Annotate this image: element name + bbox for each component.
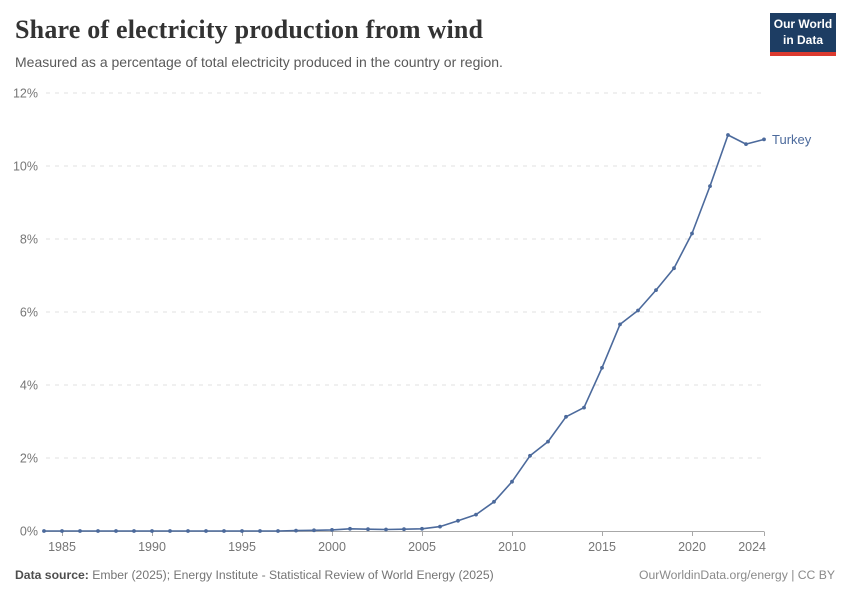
data-point[interactable]: [708, 184, 712, 189]
data-point[interactable]: [60, 529, 64, 533]
x-tick-label: 2024: [738, 540, 766, 554]
y-tick-label: 2%: [20, 452, 38, 466]
owid-logo[interactable]: Our World in Data: [770, 13, 836, 56]
x-tick-label: 1995: [228, 540, 256, 554]
data-point[interactable]: [618, 322, 622, 327]
data-point[interactable]: [78, 529, 82, 533]
data-point[interactable]: [654, 288, 658, 292]
data-point[interactable]: [690, 231, 694, 236]
data-point[interactable]: [330, 528, 334, 532]
y-tick-label: 6%: [20, 306, 38, 320]
owid-credit-link[interactable]: OurWorldinData.org/energy | CC BY: [639, 568, 835, 582]
x-tick-label: 2000: [318, 540, 346, 554]
y-tick-label: 10%: [13, 160, 38, 174]
data-point[interactable]: [600, 365, 604, 370]
data-point[interactable]: [150, 529, 154, 533]
data-point[interactable]: [726, 133, 730, 137]
data-point[interactable]: [384, 527, 388, 532]
data-point[interactable]: [402, 527, 406, 532]
data-point[interactable]: [492, 499, 496, 504]
x-tick-label: 2020: [678, 540, 706, 554]
data-source-label: Data source:: [15, 568, 89, 582]
data-point[interactable]: [276, 529, 280, 533]
data-point[interactable]: [510, 479, 514, 484]
data-point[interactable]: [312, 528, 316, 533]
x-tick-label: 1985: [48, 540, 76, 554]
x-tick-label: 2015: [588, 540, 616, 554]
data-point[interactable]: [528, 453, 532, 458]
series-end-label[interactable]: Turkey: [772, 132, 812, 147]
data-point[interactable]: [258, 529, 262, 533]
owid-logo-line2: in Data: [782, 32, 823, 47]
data-point[interactable]: [672, 266, 676, 271]
data-point[interactable]: [204, 529, 208, 533]
data-point[interactable]: [186, 529, 190, 533]
data-point[interactable]: [420, 526, 424, 531]
data-point[interactable]: [546, 439, 550, 444]
chart-subtitle: Measured as a percentage of total electr…: [15, 54, 503, 70]
data-point[interactable]: [348, 526, 352, 531]
y-tick-label: 0%: [20, 525, 38, 539]
data-point[interactable]: [42, 529, 46, 533]
data-point[interactable]: [294, 528, 298, 533]
data-point[interactable]: [132, 529, 136, 533]
owid-logo-line1: Our World: [773, 17, 833, 31]
y-tick-label: 12%: [13, 87, 38, 101]
x-tick-label: 2005: [408, 540, 436, 554]
x-tick-label: 2010: [498, 540, 526, 554]
x-tick-label: 1990: [138, 540, 166, 554]
data-point[interactable]: [366, 527, 370, 532]
data-point[interactable]: [438, 524, 442, 529]
y-tick-label: 4%: [20, 379, 38, 393]
data-point[interactable]: [240, 529, 244, 533]
data-point[interactable]: [222, 529, 226, 533]
data-point[interactable]: [564, 414, 568, 419]
series-line[interactable]: [44, 134, 765, 532]
data-point[interactable]: [762, 137, 766, 142]
data-point[interactable]: [96, 529, 100, 533]
data-point[interactable]: [456, 518, 460, 523]
chart-title: Share of electricity production from win…: [15, 15, 484, 44]
y-tick-label: 8%: [20, 233, 38, 247]
data-point[interactable]: [168, 529, 172, 533]
data-point[interactable]: [114, 529, 118, 533]
data-point[interactable]: [474, 512, 478, 517]
data-point[interactable]: [636, 308, 640, 313]
data-point[interactable]: [582, 405, 586, 410]
data-point[interactable]: [744, 142, 748, 147]
chart-footer: OurWorldinData.org/energy | CC BY Data s…: [15, 568, 835, 582]
data-source-text: Ember (2025); Energy Institute - Statist…: [88, 568, 494, 582]
